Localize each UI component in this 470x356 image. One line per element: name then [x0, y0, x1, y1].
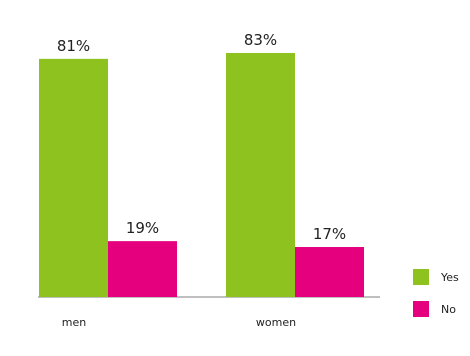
legend-swatch-no: [413, 301, 429, 317]
value-label-men-no: 19%: [126, 219, 159, 237]
bar-men-yes: [39, 58, 108, 297]
legend-label-no: No: [441, 303, 456, 316]
category-label-men: men: [62, 316, 86, 329]
legend-swatch-yes: [413, 269, 429, 285]
bar-men-no: [108, 241, 177, 297]
bar-women-yes: [226, 52, 295, 298]
value-labels-group: 81% 19% 83% 17%: [57, 31, 346, 243]
legend-label-yes: Yes: [440, 271, 459, 284]
value-label-men-yes: 81%: [57, 37, 90, 55]
value-label-women-no: 17%: [313, 225, 346, 243]
bars-group: [39, 52, 364, 298]
legend: Yes No: [413, 269, 459, 317]
value-label-women-yes: 83%: [244, 31, 277, 49]
category-labels-group: men women: [62, 316, 296, 329]
category-label-women: women: [256, 316, 296, 329]
bar-women-no: [295, 247, 364, 297]
